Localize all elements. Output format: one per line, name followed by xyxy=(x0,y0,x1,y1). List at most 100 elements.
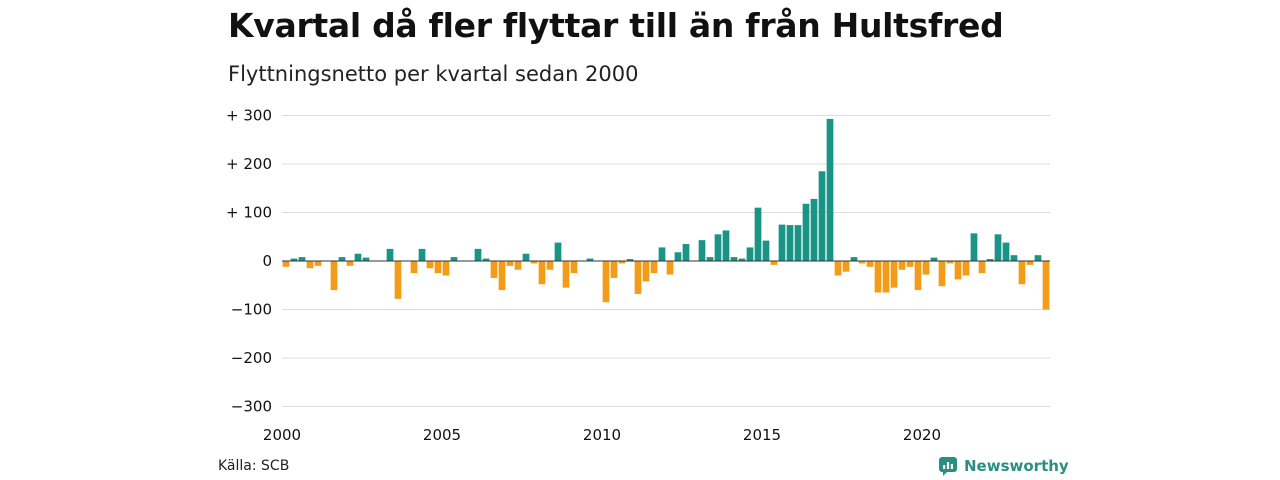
y-tick-label: −300 xyxy=(231,398,272,416)
bar xyxy=(898,261,906,270)
y-tick-label: + 300 xyxy=(226,107,272,125)
bar xyxy=(1002,242,1010,261)
y-tick-label: + 200 xyxy=(226,155,272,173)
bar xyxy=(994,234,1002,261)
bar xyxy=(298,257,306,261)
bar xyxy=(642,261,650,282)
bar xyxy=(410,261,418,274)
bar xyxy=(818,171,826,261)
bar xyxy=(530,261,538,264)
bar xyxy=(554,242,562,261)
bar xyxy=(498,261,506,291)
bar xyxy=(634,261,642,294)
y-axis-ticks: + 300 + 200 + 100 0 −100 −200 −300 xyxy=(226,107,272,416)
bar xyxy=(954,261,962,280)
bar xyxy=(914,261,922,291)
bar xyxy=(706,257,714,261)
bar xyxy=(514,261,522,270)
bar xyxy=(362,257,370,262)
bar xyxy=(938,261,946,287)
bar xyxy=(946,261,954,264)
bar xyxy=(418,248,426,262)
bar xyxy=(490,261,498,278)
bar xyxy=(866,261,874,267)
brand-logo[interactable]: Newsworthy xyxy=(938,456,1069,476)
bar xyxy=(890,261,898,288)
x-axis-ticks: 2000 2005 2010 2015 2020 xyxy=(263,426,941,444)
chart-subtitle: Flyttningsnetto per kvartal sedan 2000 xyxy=(228,62,639,86)
bar xyxy=(906,261,914,267)
bar xyxy=(978,261,986,274)
bar xyxy=(1010,255,1018,261)
bar xyxy=(714,234,722,261)
y-tick-label: + 100 xyxy=(226,204,272,222)
x-tick-label: 2010 xyxy=(583,426,621,444)
x-tick-label: 2020 xyxy=(903,426,941,444)
bar xyxy=(858,261,866,264)
bar xyxy=(346,261,354,266)
bar xyxy=(282,261,290,267)
bar xyxy=(762,240,770,261)
bar xyxy=(986,259,994,261)
bar xyxy=(442,261,450,276)
bar xyxy=(658,247,666,261)
bar xyxy=(626,259,634,261)
bar xyxy=(666,261,674,275)
y-tick-label: −200 xyxy=(231,349,272,367)
bar xyxy=(570,261,578,274)
y-tick-label: 0 xyxy=(262,252,272,270)
bar xyxy=(450,257,458,261)
chart-title: Kvartal då fler flyttar till än från Hul… xyxy=(228,6,1004,45)
bar xyxy=(522,253,530,261)
bar xyxy=(586,258,594,261)
bar xyxy=(546,261,554,270)
bar xyxy=(922,261,930,275)
bar xyxy=(610,261,618,278)
bar xyxy=(738,258,746,261)
bar xyxy=(722,230,730,261)
bar xyxy=(314,261,322,266)
bar xyxy=(650,261,658,274)
brand-name: Newsworthy xyxy=(964,457,1069,475)
bar xyxy=(386,248,394,262)
bar xyxy=(826,118,834,262)
bar xyxy=(506,261,514,266)
bar xyxy=(354,253,362,261)
bar xyxy=(794,225,802,261)
bar xyxy=(874,261,882,293)
x-tick-label: 2000 xyxy=(263,426,301,444)
bar xyxy=(1034,255,1042,261)
bar xyxy=(602,261,610,303)
bars xyxy=(282,118,1050,310)
bar xyxy=(674,252,682,261)
bar xyxy=(426,261,434,269)
bar xyxy=(618,261,626,264)
y-tick-label: −100 xyxy=(231,301,272,319)
bar xyxy=(754,207,762,261)
bar xyxy=(930,257,938,262)
x-tick-label: 2015 xyxy=(743,426,781,444)
grid-lines xyxy=(282,115,1050,407)
bar xyxy=(810,198,818,261)
bar xyxy=(330,261,338,291)
bar xyxy=(482,258,490,261)
bar xyxy=(698,240,706,262)
bar xyxy=(338,257,346,261)
bar xyxy=(882,261,890,293)
newsworthy-logo-icon xyxy=(939,457,957,476)
bar xyxy=(306,261,314,269)
bar xyxy=(290,258,298,261)
bar xyxy=(850,257,858,261)
bar xyxy=(802,203,810,261)
bar xyxy=(682,244,690,261)
source-note: Källa: SCB xyxy=(218,458,290,474)
bar xyxy=(434,261,442,274)
bar xyxy=(1026,261,1034,265)
bar xyxy=(842,261,850,272)
bar xyxy=(834,261,842,276)
bar xyxy=(538,261,546,285)
x-tick-label: 2005 xyxy=(423,426,461,444)
bar xyxy=(562,261,570,288)
bar xyxy=(730,257,738,261)
